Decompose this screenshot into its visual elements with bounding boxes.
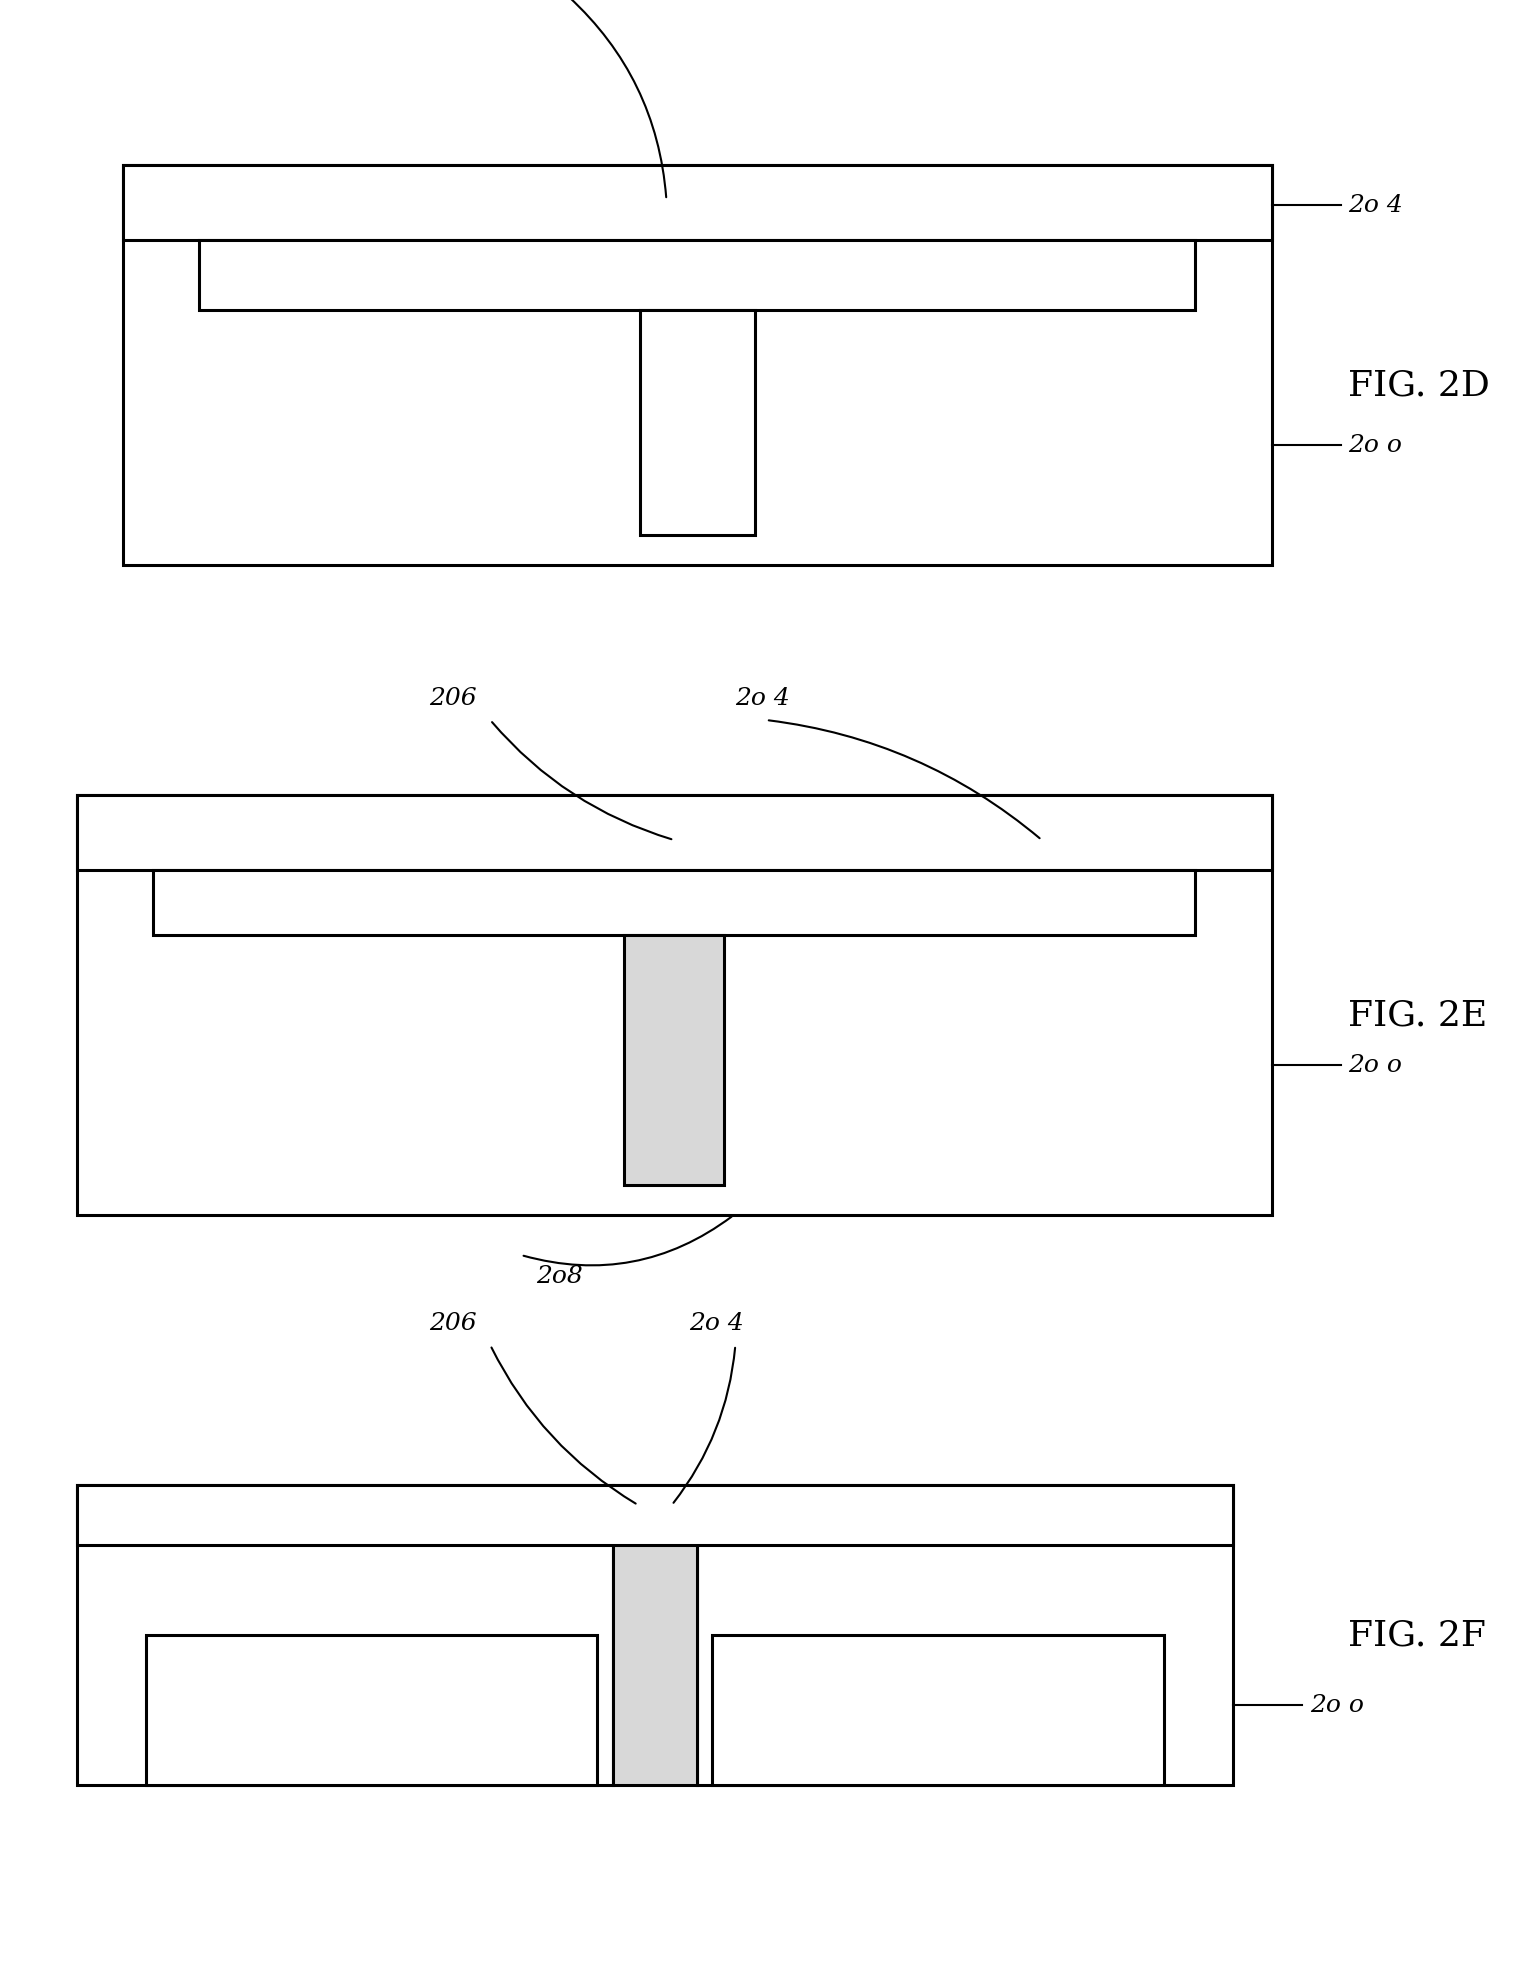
Bar	[625, 935, 725, 1185]
Text: FIG. 2D: FIG. 2D	[1348, 367, 1491, 403]
Text: 2o o: 2o o	[1348, 433, 1402, 457]
Text: 206: 206	[429, 1312, 476, 1336]
Bar	[613, 1485, 697, 1785]
Bar	[77, 1485, 1233, 1544]
Bar	[199, 240, 1195, 310]
Bar	[77, 796, 1272, 869]
Text: FIG. 2E: FIG. 2E	[1348, 998, 1488, 1032]
Bar	[153, 869, 1195, 935]
Text: 2o o: 2o o	[1310, 1693, 1363, 1717]
Bar	[77, 1485, 613, 1785]
Bar	[123, 165, 1272, 566]
Text: 2o 4: 2o 4	[1348, 193, 1403, 216]
Bar	[712, 1636, 1164, 1785]
Text: 206: 206	[429, 687, 476, 711]
Bar	[123, 165, 1272, 240]
Text: 2o 4: 2o 4	[689, 1312, 745, 1336]
Text: 2o8: 2o8	[536, 1264, 584, 1288]
Text: FIG. 2F: FIG. 2F	[1348, 1618, 1486, 1652]
Bar	[146, 1636, 597, 1785]
Text: 2o 4: 2o 4	[735, 687, 791, 711]
Bar	[697, 1485, 1233, 1785]
Bar	[77, 796, 1272, 1215]
Text: 2o o: 2o o	[1348, 1054, 1402, 1076]
Bar	[640, 310, 754, 536]
